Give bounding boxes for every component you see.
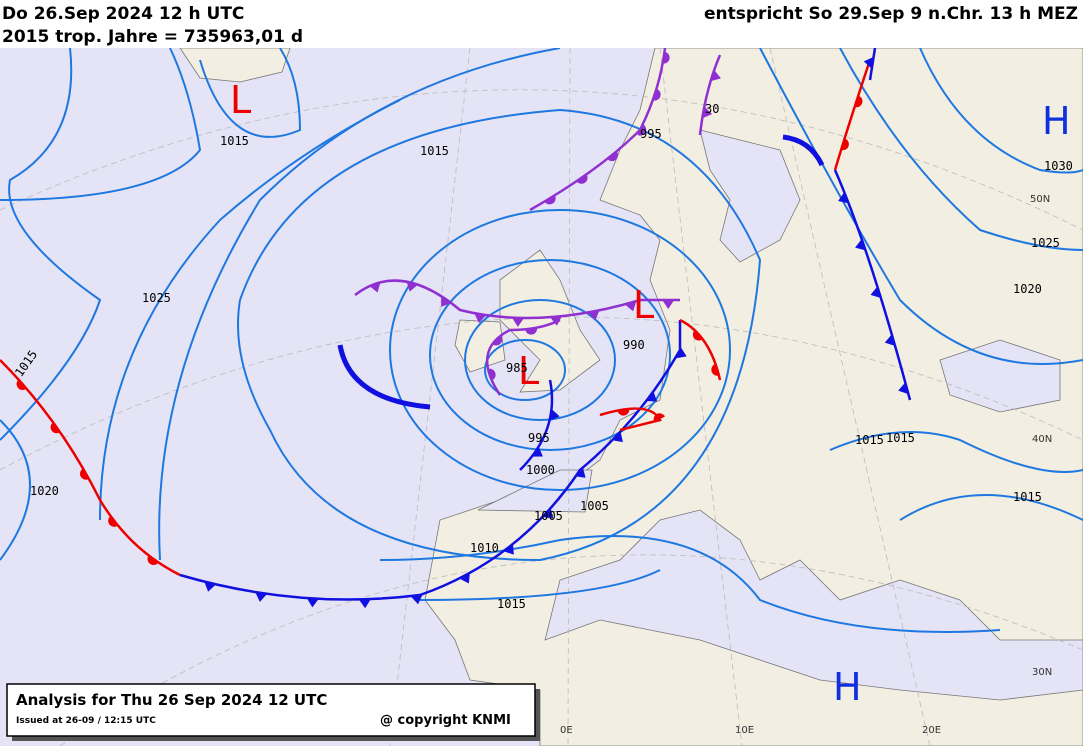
isobar-label: 30 xyxy=(705,102,719,116)
front-symbol xyxy=(702,106,713,119)
front-symbol xyxy=(80,468,89,480)
pressure-center: H xyxy=(1042,99,1071,143)
isobar-label: 1025 xyxy=(1031,236,1060,250)
front-symbol xyxy=(544,195,556,205)
front-symbol xyxy=(358,599,371,609)
fronts xyxy=(0,47,912,609)
front-symbol xyxy=(854,95,863,108)
grid-label: 0E xyxy=(560,725,573,736)
front-symbol xyxy=(204,581,216,592)
front-symbol xyxy=(491,335,503,346)
isobar-label: 1025 xyxy=(142,291,171,305)
isobar-label: 995 xyxy=(528,431,550,445)
header-equivalent: entspricht So 29.Sep 9 n.Chr. 13 h MEZ xyxy=(704,4,1078,24)
header-date: Do 26.Sep 2024 12 h UTC xyxy=(2,4,244,24)
info-title: Analysis for Thu 26 Sep 2024 12 UTC xyxy=(16,691,327,709)
inland-seas xyxy=(477,129,1083,701)
front-symbol xyxy=(410,594,423,605)
isobar-label: 1010 xyxy=(470,541,499,555)
front-symbol xyxy=(406,281,418,292)
isobar-label: 990 xyxy=(623,338,645,352)
grid-label: 50N xyxy=(1030,194,1050,205)
front-symbol xyxy=(863,56,874,69)
front-symbol xyxy=(576,174,588,184)
isobar-label: 1015 xyxy=(420,144,449,158)
info-box xyxy=(6,683,536,737)
front-symbol xyxy=(662,300,675,309)
front-symbol xyxy=(503,543,514,555)
isobar-label: 1020 xyxy=(30,484,59,498)
grid-label: 20E xyxy=(922,725,941,736)
front-symbol xyxy=(587,310,600,321)
isobar-label: 1015 xyxy=(855,433,884,447)
grid-label: 30N xyxy=(1032,667,1052,678)
front-symbol xyxy=(612,431,623,443)
isobar-label: 1005 xyxy=(534,509,563,523)
isobar-label: 1015 xyxy=(220,134,249,148)
front-symbol xyxy=(711,363,719,376)
grid-label: 10E xyxy=(735,725,754,736)
isobar-label: 1015 xyxy=(1013,490,1042,504)
front-symbol xyxy=(676,347,687,359)
front-symbol xyxy=(441,296,452,307)
pressure-center: H xyxy=(833,665,862,709)
front-symbol xyxy=(255,592,268,602)
info-copyright: @ copyright KNMI xyxy=(380,713,511,728)
front-symbol xyxy=(532,446,543,457)
grid-label: 40N xyxy=(1032,434,1052,445)
front-symbol xyxy=(542,508,554,519)
header-band xyxy=(0,0,1083,48)
front-symbol xyxy=(574,467,586,478)
front-symbol xyxy=(550,316,562,326)
front-symbol xyxy=(16,379,27,391)
isobar-label: 1005 xyxy=(580,499,609,513)
front-symbol xyxy=(607,151,618,162)
front-symbol xyxy=(474,313,487,324)
pressure-center: L xyxy=(633,283,654,327)
pressure-center: L xyxy=(230,78,251,122)
front-symbol xyxy=(549,409,560,421)
front-symbol xyxy=(306,598,319,608)
header-years: 2015 trop. Jahre = 735963,01 d xyxy=(2,27,303,47)
front-symbol xyxy=(870,286,881,298)
front-symbol xyxy=(525,327,538,335)
graticule xyxy=(0,47,1083,746)
isobar-label: 985 xyxy=(506,361,528,375)
front-symbol xyxy=(898,382,909,395)
front-symbol xyxy=(838,192,849,204)
front-symbol xyxy=(147,555,159,565)
isobar-label: 1015 xyxy=(497,597,526,611)
front-symbol xyxy=(369,282,381,293)
front-symbol xyxy=(884,334,896,346)
front-symbol xyxy=(653,413,665,423)
front-symbol xyxy=(710,69,721,82)
front-symbol xyxy=(841,138,849,151)
front-symbol xyxy=(646,391,658,402)
front-symbol xyxy=(652,88,661,101)
front-symbol xyxy=(512,317,525,327)
isobar-label: 1000 xyxy=(526,463,555,477)
pressure-center: L xyxy=(518,349,539,393)
front-symbol xyxy=(459,572,470,584)
isobar-label: 1030 xyxy=(1044,159,1073,173)
info-issued: Issued at 26-09 / 12:15 UTC xyxy=(16,716,156,726)
front-symbol xyxy=(855,239,866,251)
isobars xyxy=(0,47,1083,633)
front-symbol xyxy=(617,408,630,416)
isobar-label: 1020 xyxy=(1013,282,1042,296)
front-symbol xyxy=(637,124,647,136)
front-symbol xyxy=(50,422,61,434)
front-symbol xyxy=(662,51,670,64)
front-symbol xyxy=(108,516,118,527)
isobar-label: 995 xyxy=(640,127,662,141)
front-symbol xyxy=(624,301,637,312)
isobar-label: 1015 xyxy=(886,431,915,445)
front-symbol xyxy=(487,368,496,381)
front-symbol xyxy=(692,329,703,341)
